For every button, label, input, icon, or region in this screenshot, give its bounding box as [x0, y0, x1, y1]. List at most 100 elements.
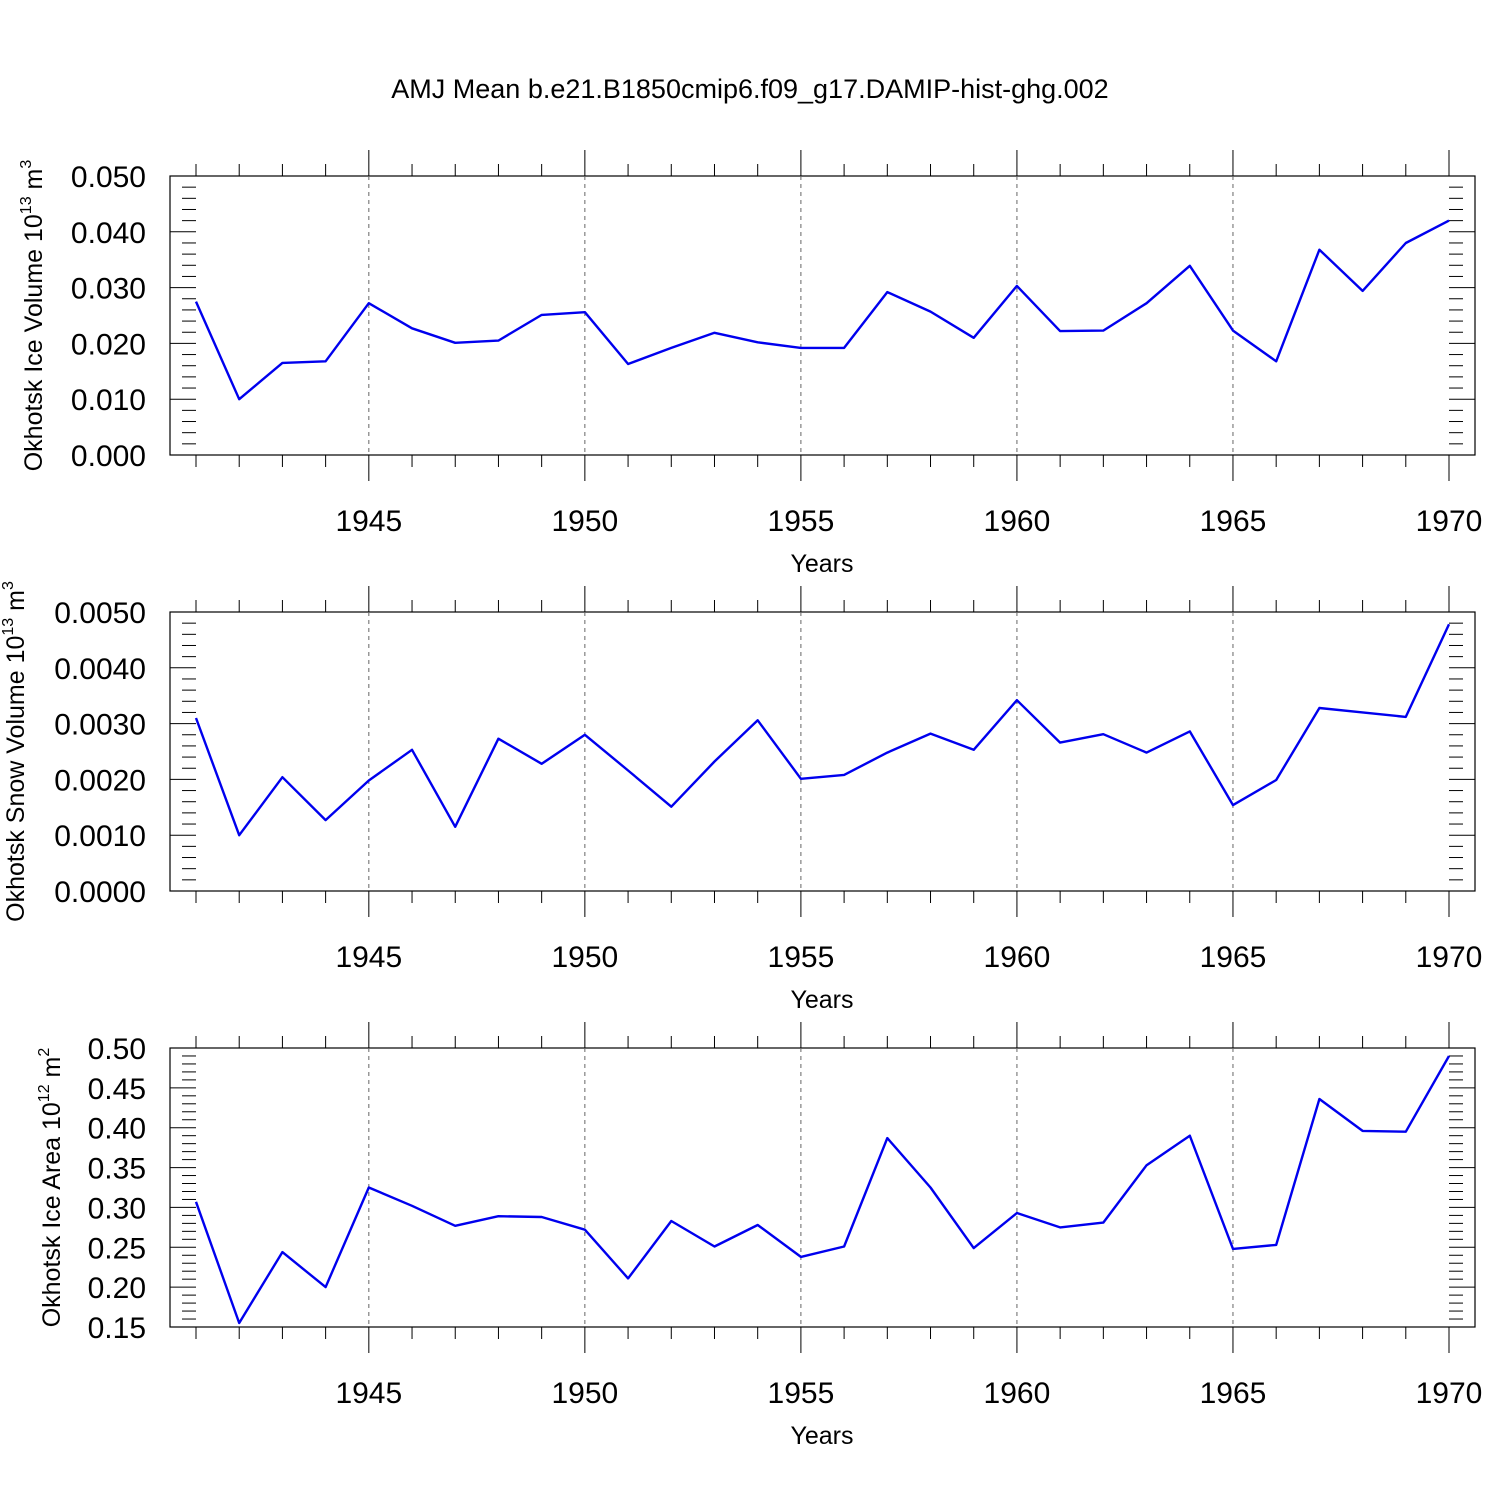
panel-ice-area: 1945 1950 1955 1960 1965 1970 0.15 0.20 0.25 0.30…: [36, 1022, 1482, 1450]
y-axis-label: Okhotsk Snow Volume 1013 m3: [0, 581, 30, 922]
data-point: [929, 1186, 933, 1190]
data-point: [669, 805, 673, 809]
y-axis-label-unit: m: [20, 169, 48, 197]
x-tick-label: 1955: [768, 505, 835, 538]
y-axis-label-exponent: 13: [18, 196, 35, 214]
data-point: [799, 346, 803, 350]
x-tick-label: 1945: [335, 505, 402, 538]
y-axis-label-text: Okhotsk Ice Area 10: [38, 1102, 66, 1327]
x-tick-label: 1960: [984, 1377, 1051, 1410]
data-point: [496, 339, 500, 343]
data-point: [540, 313, 544, 317]
data-point: [1145, 751, 1149, 755]
data-point: [1231, 1247, 1235, 1251]
data-point: [972, 336, 976, 340]
data-point: [712, 1244, 716, 1248]
y-tick-label: 0.0050: [54, 597, 146, 630]
plot-frame: [169, 1047, 1476, 1328]
data-point: [1058, 741, 1062, 745]
data-point: [453, 825, 457, 829]
x-axis-label: Years: [790, 550, 853, 578]
data-point: [1058, 329, 1062, 333]
y-tick-label: 0.50: [88, 1033, 146, 1066]
x-tick-label: 1970: [1416, 941, 1483, 974]
x-tick-label: 1965: [1200, 1377, 1267, 1410]
x-tick-label: 1945: [335, 1377, 402, 1410]
data-point: [496, 1214, 500, 1218]
data-point: [1404, 1130, 1408, 1134]
data-point: [842, 773, 846, 777]
data-point: [540, 762, 544, 766]
data-point: [410, 748, 414, 752]
data-point: [842, 1244, 846, 1248]
data-point: [583, 310, 587, 314]
data-point: [885, 1136, 889, 1140]
y-tick-label: 0.0000: [54, 876, 146, 909]
x-axis-label: Years: [790, 1422, 853, 1450]
figure-title: AMJ Mean b.e21.B1850cmip6.f09_g17.DAMIP-…: [391, 74, 1108, 104]
data-point: [237, 397, 241, 401]
data-point: [1015, 698, 1019, 702]
data-point: [929, 310, 933, 314]
data-point: [280, 1250, 284, 1254]
x-tick-label: 1950: [551, 505, 618, 538]
y-tick-label: 0.020: [71, 328, 146, 361]
y-tick-label: 0.25: [88, 1232, 146, 1265]
data-point: [1188, 729, 1192, 733]
data-point: [280, 775, 284, 779]
y-tick-label: 0.45: [88, 1073, 146, 1106]
data-point: [410, 326, 414, 330]
data-point: [367, 1186, 371, 1190]
y-axis-label-unit-exponent: 3: [0, 581, 17, 590]
data-point: [1404, 241, 1408, 245]
data-point: [1361, 710, 1365, 714]
data-point: [1274, 778, 1278, 782]
data-point: [1447, 622, 1451, 626]
data-point: [194, 300, 198, 304]
data-point: [540, 1215, 544, 1219]
x-tick-label: 1970: [1416, 1377, 1483, 1410]
x-tick-label: 1965: [1200, 941, 1267, 974]
y-axis-label-unit-exponent: 3: [18, 160, 35, 169]
data-point: [929, 732, 933, 736]
y-tick-label: 0.35: [88, 1153, 146, 1186]
data-point: [712, 331, 716, 335]
x-tick-label: 1955: [768, 941, 835, 974]
data-point: [1188, 264, 1192, 268]
data-point: [1274, 359, 1278, 363]
data-point: [626, 362, 630, 366]
data-point: [583, 733, 587, 737]
y-axis-label-text: Okhotsk Snow Volume 10: [2, 636, 30, 922]
y-tick-label: 0.20: [88, 1272, 146, 1305]
y-tick-label: 0.040: [71, 217, 146, 250]
data-point: [453, 341, 457, 345]
data-point: [756, 340, 760, 344]
y-tick-label: 0.40: [88, 1113, 146, 1146]
y-tick-label: 0.15: [88, 1312, 146, 1345]
y-tick-label: 0.0020: [54, 764, 146, 797]
data-point: [324, 359, 328, 363]
data-point: [237, 833, 241, 837]
series-line: [194, 623, 1451, 837]
data-point: [1101, 329, 1105, 333]
data-point: [1145, 1163, 1149, 1167]
y-axis-label-exponent: 12: [36, 1084, 53, 1102]
data-point: [885, 751, 889, 755]
x-tick-label: 1955: [768, 1377, 835, 1410]
y-axis-label-unit: m: [2, 590, 30, 618]
y-axis-label-unit-exponent: 2: [36, 1048, 53, 1057]
panel-snow-volume: 1945 1950 1955 1960 1965 1970 0.0000 0.0010 0.00…: [0, 581, 1482, 1014]
data-point: [669, 346, 673, 350]
data-point: [1361, 1129, 1365, 1133]
data-point: [1361, 289, 1365, 293]
series-line: [194, 1055, 1451, 1325]
x-tick-label: 1950: [551, 1377, 618, 1410]
x-axis-label: Years: [790, 986, 853, 1014]
data-point: [237, 1321, 241, 1325]
x-tick-label: 1950: [551, 941, 618, 974]
data-point: [626, 1276, 630, 1280]
data-point: [626, 768, 630, 772]
data-point: [1317, 706, 1321, 710]
data-point: [496, 737, 500, 741]
